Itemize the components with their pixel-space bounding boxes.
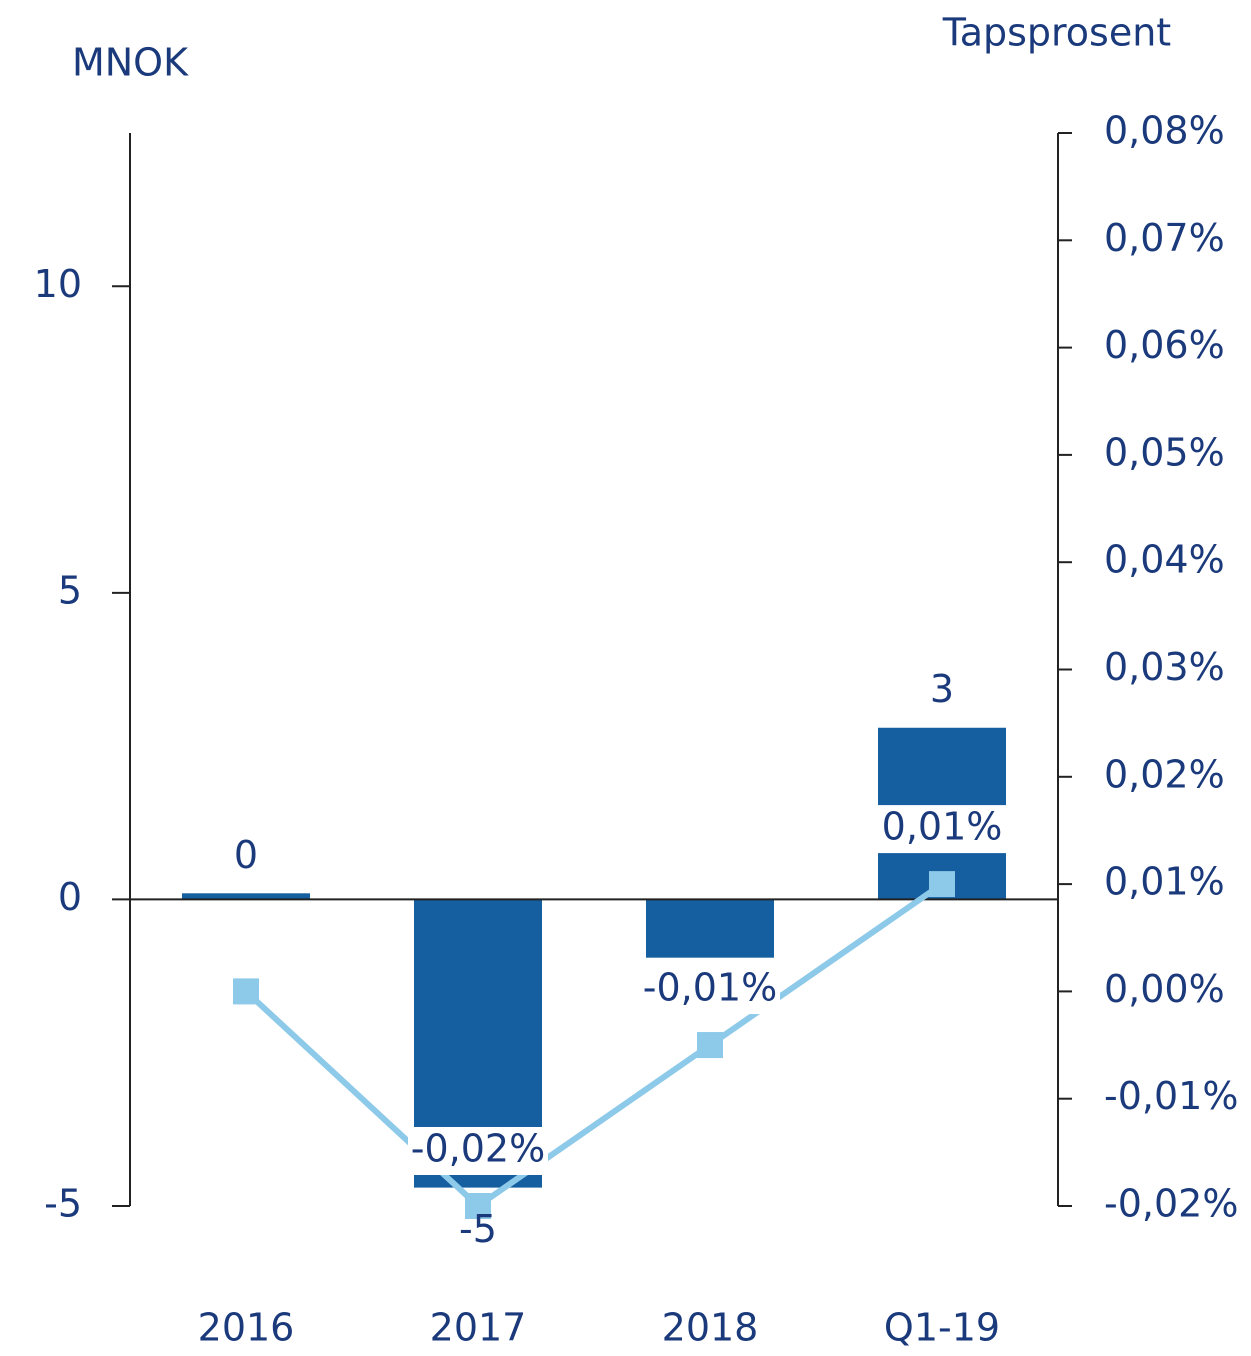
line xyxy=(243,881,944,1210)
x-tick-label: 2016 xyxy=(198,1306,295,1350)
line-value-label: -0,01% xyxy=(643,966,777,1010)
line-label-bg xyxy=(640,966,780,1015)
y2-tick-label: 0,01% xyxy=(1104,860,1225,904)
y2-tick-label: 0,07% xyxy=(1104,216,1225,260)
y2-tick-label: 0,03% xyxy=(1104,645,1225,689)
y2-tick-label: -0,01% xyxy=(1104,1074,1238,1118)
x-tick-label: Q1-19 xyxy=(884,1306,1000,1350)
y2-axis-label: Tapsprosent xyxy=(942,11,1171,55)
line-marker xyxy=(929,871,955,898)
y-tick-label: 5 xyxy=(58,568,82,612)
y-tick-label: 10 xyxy=(34,262,82,306)
line-label-bg xyxy=(408,1127,548,1175)
y-axis-label: MNOK xyxy=(72,41,189,85)
y-tick-label: 0 xyxy=(58,875,82,919)
bar-value-label: 3 xyxy=(930,667,954,711)
bar xyxy=(182,893,310,900)
y2-tick-label: 0,02% xyxy=(1104,752,1225,796)
line-marker xyxy=(233,978,259,1005)
bar-value-label: 0 xyxy=(234,833,258,877)
bar-value-label: -5 xyxy=(459,1207,497,1251)
y-tick-label: -5 xyxy=(44,1182,82,1226)
y2-tick-label: 0,00% xyxy=(1104,967,1225,1011)
line-value-label: -0,02% xyxy=(411,1127,545,1171)
x-tick-label: 2018 xyxy=(662,1306,759,1350)
y2-tick-label: 0,04% xyxy=(1104,538,1225,582)
line-marker xyxy=(697,1032,723,1059)
y2-tick-label: 0,08% xyxy=(1104,109,1225,153)
y2-tick-label: 0,06% xyxy=(1104,323,1225,367)
y2-tick-label: 0,05% xyxy=(1104,430,1225,474)
line-value-label: 0,01% xyxy=(882,805,1003,849)
line-label-bg xyxy=(872,805,1012,854)
y2-tick-label: -0,02% xyxy=(1104,1182,1238,1226)
x-tick-label: 2017 xyxy=(430,1306,527,1350)
line-marker xyxy=(465,1193,491,1219)
bar xyxy=(646,899,774,958)
